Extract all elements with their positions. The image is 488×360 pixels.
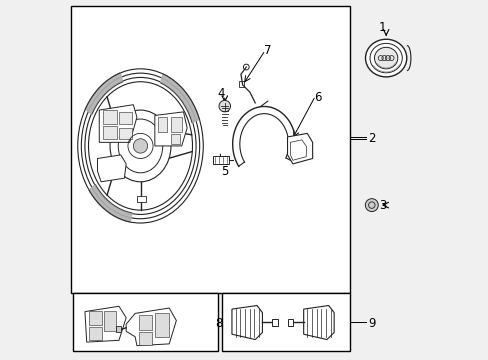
- Polygon shape: [70, 6, 349, 293]
- Polygon shape: [160, 74, 199, 123]
- Polygon shape: [171, 134, 180, 144]
- Polygon shape: [303, 306, 333, 339]
- Circle shape: [219, 100, 230, 112]
- Text: 1: 1: [378, 21, 386, 34]
- Text: 7: 7: [264, 44, 271, 57]
- Polygon shape: [158, 117, 167, 132]
- Polygon shape: [102, 126, 117, 139]
- Text: 4: 4: [217, 87, 224, 100]
- Polygon shape: [139, 315, 152, 329]
- Polygon shape: [287, 319, 292, 326]
- Polygon shape: [102, 110, 117, 125]
- Polygon shape: [231, 306, 262, 339]
- Polygon shape: [119, 112, 131, 125]
- Polygon shape: [287, 134, 312, 164]
- Polygon shape: [88, 327, 102, 339]
- Polygon shape: [85, 73, 122, 114]
- Polygon shape: [155, 112, 187, 146]
- Polygon shape: [222, 293, 349, 351]
- Text: 5: 5: [221, 165, 228, 177]
- Polygon shape: [116, 326, 121, 332]
- Polygon shape: [88, 311, 102, 325]
- Polygon shape: [137, 197, 145, 202]
- Ellipse shape: [374, 47, 397, 69]
- Polygon shape: [139, 332, 152, 345]
- Ellipse shape: [365, 39, 406, 77]
- Polygon shape: [73, 293, 217, 351]
- Polygon shape: [126, 308, 176, 346]
- Text: 8: 8: [215, 317, 222, 330]
- Polygon shape: [155, 314, 169, 337]
- Text: 2: 2: [367, 132, 375, 145]
- Polygon shape: [89, 185, 131, 222]
- Circle shape: [365, 199, 378, 212]
- Polygon shape: [97, 155, 126, 182]
- Text: 3: 3: [378, 199, 386, 212]
- Polygon shape: [272, 319, 277, 326]
- Polygon shape: [171, 117, 182, 132]
- Circle shape: [133, 139, 147, 153]
- Text: 6: 6: [314, 91, 321, 104]
- Ellipse shape: [110, 110, 171, 182]
- Polygon shape: [103, 311, 116, 331]
- Polygon shape: [119, 128, 131, 139]
- Polygon shape: [85, 306, 126, 342]
- Polygon shape: [99, 105, 137, 142]
- Text: 9: 9: [367, 317, 375, 330]
- Polygon shape: [213, 156, 228, 164]
